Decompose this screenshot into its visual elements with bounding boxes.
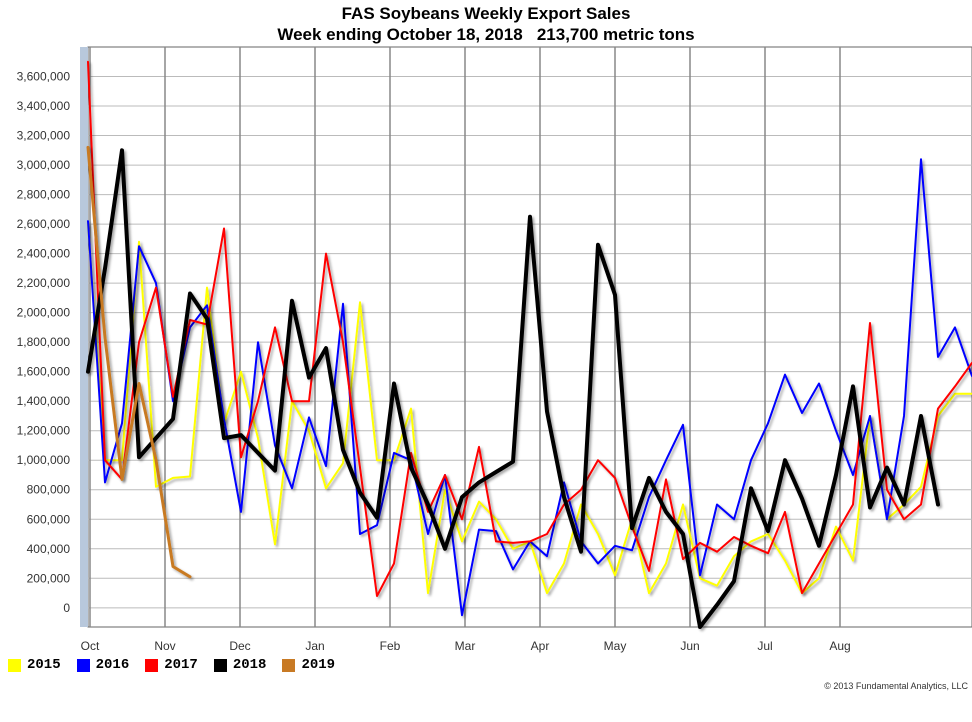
legend-item-2015[interactable]: 2015: [8, 657, 61, 673]
x-tick-label: May: [604, 639, 627, 653]
y-tick-label: 2,000,000: [17, 306, 71, 320]
legend-swatch: [282, 658, 296, 672]
y-tick-label: 800,000: [27, 483, 71, 497]
y-tick-label: 2,600,000: [17, 217, 71, 231]
legend-label: 2017: [164, 657, 198, 673]
chart-subtitle: Week ending October 18, 2018 213,700 met…: [277, 25, 695, 44]
series-line-2019: [86, 145, 192, 579]
y-tick-label: 3,200,000: [17, 129, 71, 143]
y-tick-label: 2,800,000: [17, 188, 71, 202]
y-axis-ticks: 0 200,000 400,000 600,000 800,000 1,000,000 1,…: [17, 70, 71, 615]
legend-item-2016[interactable]: 2016: [76, 657, 130, 673]
x-tick-label: Nov: [154, 639, 175, 653]
x-tick-label: Feb: [380, 639, 401, 653]
x-tick-label: Oct: [81, 639, 100, 653]
y-tick-label: 600,000: [27, 512, 71, 526]
y-tick-label: 2,400,000: [17, 247, 71, 261]
x-tick-label: Jun: [680, 639, 699, 653]
legend-swatch: [145, 658, 159, 672]
y-tick-label: 2,200,000: [17, 276, 71, 290]
x-tick-label: Aug: [829, 639, 850, 653]
legend-item-2018[interactable]: 2018: [213, 657, 267, 673]
legend-label: 2015: [27, 657, 61, 673]
legend: 2015 2016 2017 2018 2019: [8, 657, 335, 673]
y-tick-label: 1,600,000: [17, 365, 71, 379]
x-tick-label: Jul: [757, 639, 772, 653]
legend-label: 2018: [232, 657, 267, 673]
y-tick-label: 400,000: [27, 542, 71, 556]
y-tick-label: 3,600,000: [17, 70, 71, 84]
x-axis-ticks: Oct Nov Dec Jan Feb Mar Apr May Jun Jul Aug: [81, 639, 851, 653]
y-tick-label: 1,400,000: [17, 394, 71, 408]
series-line-2018: [86, 148, 940, 629]
x-tick-label: Jan: [305, 639, 324, 653]
y-tick-label: 1,200,000: [17, 424, 71, 438]
chart-title: FAS Soybeans Weekly Export Sales: [341, 4, 631, 23]
series-line-2017: [87, 60, 972, 597]
x-tick-label: Apr: [531, 639, 550, 653]
y-tick-label: 3,000,000: [17, 158, 71, 172]
legend-swatch: [76, 658, 90, 672]
y-tick-label: 1,000,000: [17, 453, 71, 467]
legend-swatch: [213, 658, 227, 672]
legend-item-2019[interactable]: 2019: [282, 657, 335, 673]
legend-item-2017[interactable]: 2017: [145, 657, 198, 673]
y-tick-label: 0: [63, 601, 70, 615]
y-tick-label: 200,000: [27, 571, 71, 585]
legend-swatch: [8, 658, 21, 672]
x-tick-label: Mar: [455, 639, 476, 653]
x-tick-label: Dec: [229, 639, 250, 653]
y-axis-bar: [80, 47, 88, 627]
y-tick-label: 1,800,000: [17, 335, 71, 349]
legend-label: 2019: [301, 657, 336, 673]
series-lines: [86, 60, 972, 629]
legend-label: 2016: [95, 657, 130, 673]
y-tick-label: 3,400,000: [17, 99, 71, 113]
copyright-text: © 2013 Fundamental Analytics, LLC: [824, 681, 968, 691]
